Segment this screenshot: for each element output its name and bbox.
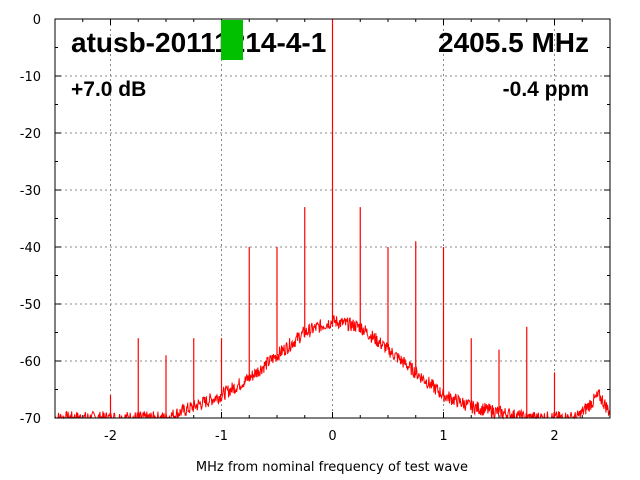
redaction-mark [221,20,243,60]
x-tick-label: -1 [215,429,228,444]
x-tick-label: -2 [104,429,117,444]
y-tick-label: -20 [20,127,41,142]
x-tick-label: 0 [328,429,336,444]
plot-frame [54,18,611,419]
y-tick-label: -60 [20,355,41,370]
y-tick-label: 0 [33,13,41,28]
spectrum-trace [54,19,611,420]
x-tick-label: 2 [550,429,558,444]
y-tick-label: -30 [20,184,41,199]
noise-trace [54,315,611,420]
axis-tick-labels: -2 -1 0 1 20-10-20-30-40-50-60-70 [20,13,559,444]
y-tick-label: -40 [20,241,41,256]
x-axis-label: MHz from nominal frequency of test wave [196,460,468,475]
gain-label: +7.0 dB [71,78,146,101]
frequency-label: 2405.5 MHz [438,27,589,58]
y-tick-label: -50 [20,298,41,313]
x-tick-label: 1 [439,429,447,444]
chart-title: atusb-20111214-4-1 [71,27,326,58]
y-tick-label: -10 [20,70,41,85]
y-tick-label: -70 [20,412,41,427]
ppm-offset-label: -0.4 ppm [503,78,589,101]
